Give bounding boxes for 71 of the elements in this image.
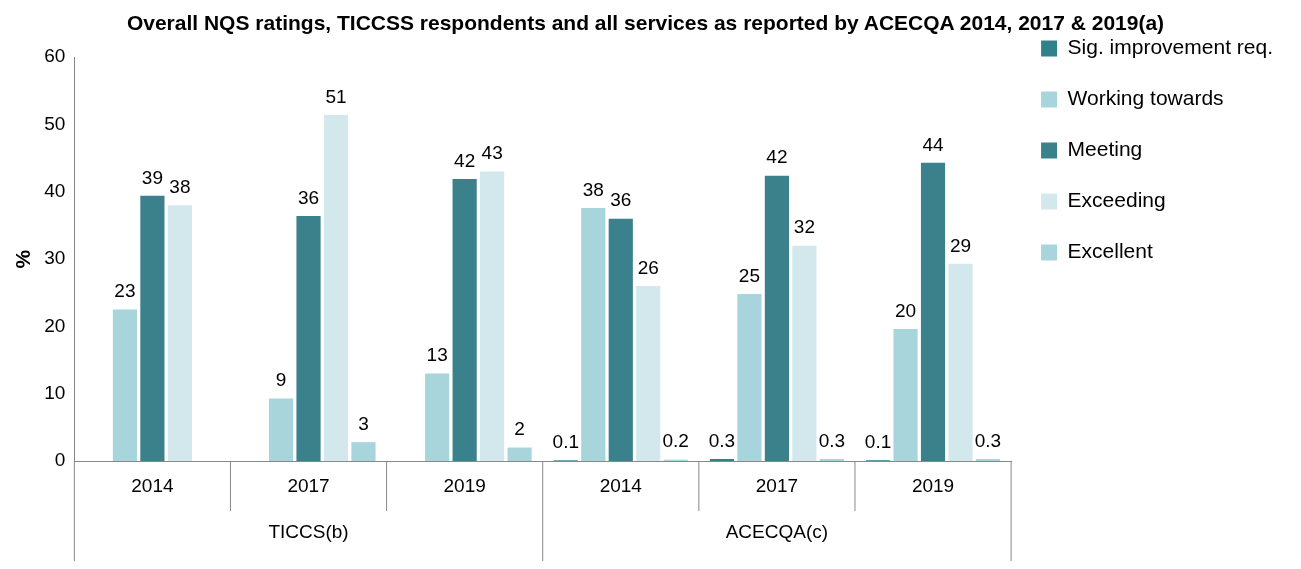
data-label: 38 — [169, 175, 191, 197]
data-label: 32 — [793, 216, 815, 238]
y-tick-label: 10 — [44, 381, 66, 403]
bar — [112, 309, 138, 461]
y-axis-title: % — [11, 249, 35, 269]
y-tick-label: 30 — [44, 247, 66, 269]
bar — [140, 195, 165, 461]
bar — [323, 115, 349, 461]
data-label: 25 — [738, 264, 760, 286]
chart-title: Overall NQS ratings, TICCSS respondents and all services as reported by ACECQA 2014, 2017 & 2019(a) — [126, 11, 1165, 35]
bar — [581, 207, 606, 461]
text: TICCS(b) — [268, 521, 349, 543]
data-label: 36 — [610, 189, 632, 211]
data-label: 2 — [514, 418, 525, 440]
bar — [948, 263, 973, 461]
bar — [764, 175, 789, 461]
bar — [425, 373, 450, 461]
bar — [636, 286, 661, 461]
data-label: 0.1 — [552, 431, 580, 453]
data-label: 26 — [637, 256, 659, 278]
x-tick-label: 2017 — [287, 474, 330, 496]
bar — [893, 329, 918, 461]
data-label: 20 — [894, 299, 917, 321]
bar — [737, 294, 762, 461]
bar — [975, 458, 1001, 461]
legend-label: Excellent — [1067, 239, 1153, 263]
bar — [792, 245, 817, 461]
data-label: 44 — [922, 133, 945, 155]
data-label: 23 — [114, 280, 136, 302]
data-label: 13 — [426, 344, 448, 366]
y-tick-label: 60 — [44, 45, 66, 67]
y-tick-label: 50 — [44, 112, 66, 134]
data-label: 0.3 — [708, 429, 736, 451]
bar — [351, 442, 376, 461]
bar — [268, 398, 294, 461]
x-tick-label: 2014 — [599, 474, 643, 496]
data-label: 29 — [949, 234, 972, 256]
x-tick-label: 2017 — [755, 474, 799, 496]
data-label: 0.1 — [864, 431, 892, 453]
data-label: 0.3 — [818, 429, 846, 451]
y-tick-label: 20 — [44, 314, 66, 336]
bar — [480, 171, 505, 461]
x-tick-label: 2019 — [443, 474, 486, 496]
y-tick-label: 40 — [44, 180, 66, 202]
bar — [296, 216, 321, 461]
data-label: 42 — [766, 146, 788, 168]
x-tick-label: 2019 — [911, 474, 955, 496]
bar — [608, 218, 633, 461]
x-tick-label: 2014 — [131, 474, 174, 496]
y-tick-label: 0 — [54, 449, 66, 471]
legend-label: Working towards — [1067, 86, 1224, 110]
data-label: 39 — [141, 166, 163, 188]
bar — [920, 162, 946, 461]
text: ACECQA(c) — [725, 521, 829, 543]
legend-label: Sig. improvement req. — [1067, 35, 1274, 59]
data-label: 0.2 — [662, 430, 689, 452]
data-label: 0.3 — [974, 429, 1002, 451]
data-label: 36 — [297, 186, 320, 208]
data-label: 43 — [481, 142, 503, 164]
data-label: 3 — [358, 412, 369, 434]
bar — [819, 458, 844, 461]
data-label: 9 — [275, 369, 287, 391]
bar — [507, 447, 532, 461]
bar — [452, 179, 477, 461]
data-label: 51 — [325, 85, 347, 107]
bar — [709, 458, 735, 461]
data-label: 42 — [454, 149, 476, 171]
legend-label: Meeting — [1067, 137, 1143, 161]
data-label: 38 — [582, 178, 604, 200]
bar — [167, 205, 192, 461]
legend-label: Exceeding — [1067, 188, 1166, 212]
